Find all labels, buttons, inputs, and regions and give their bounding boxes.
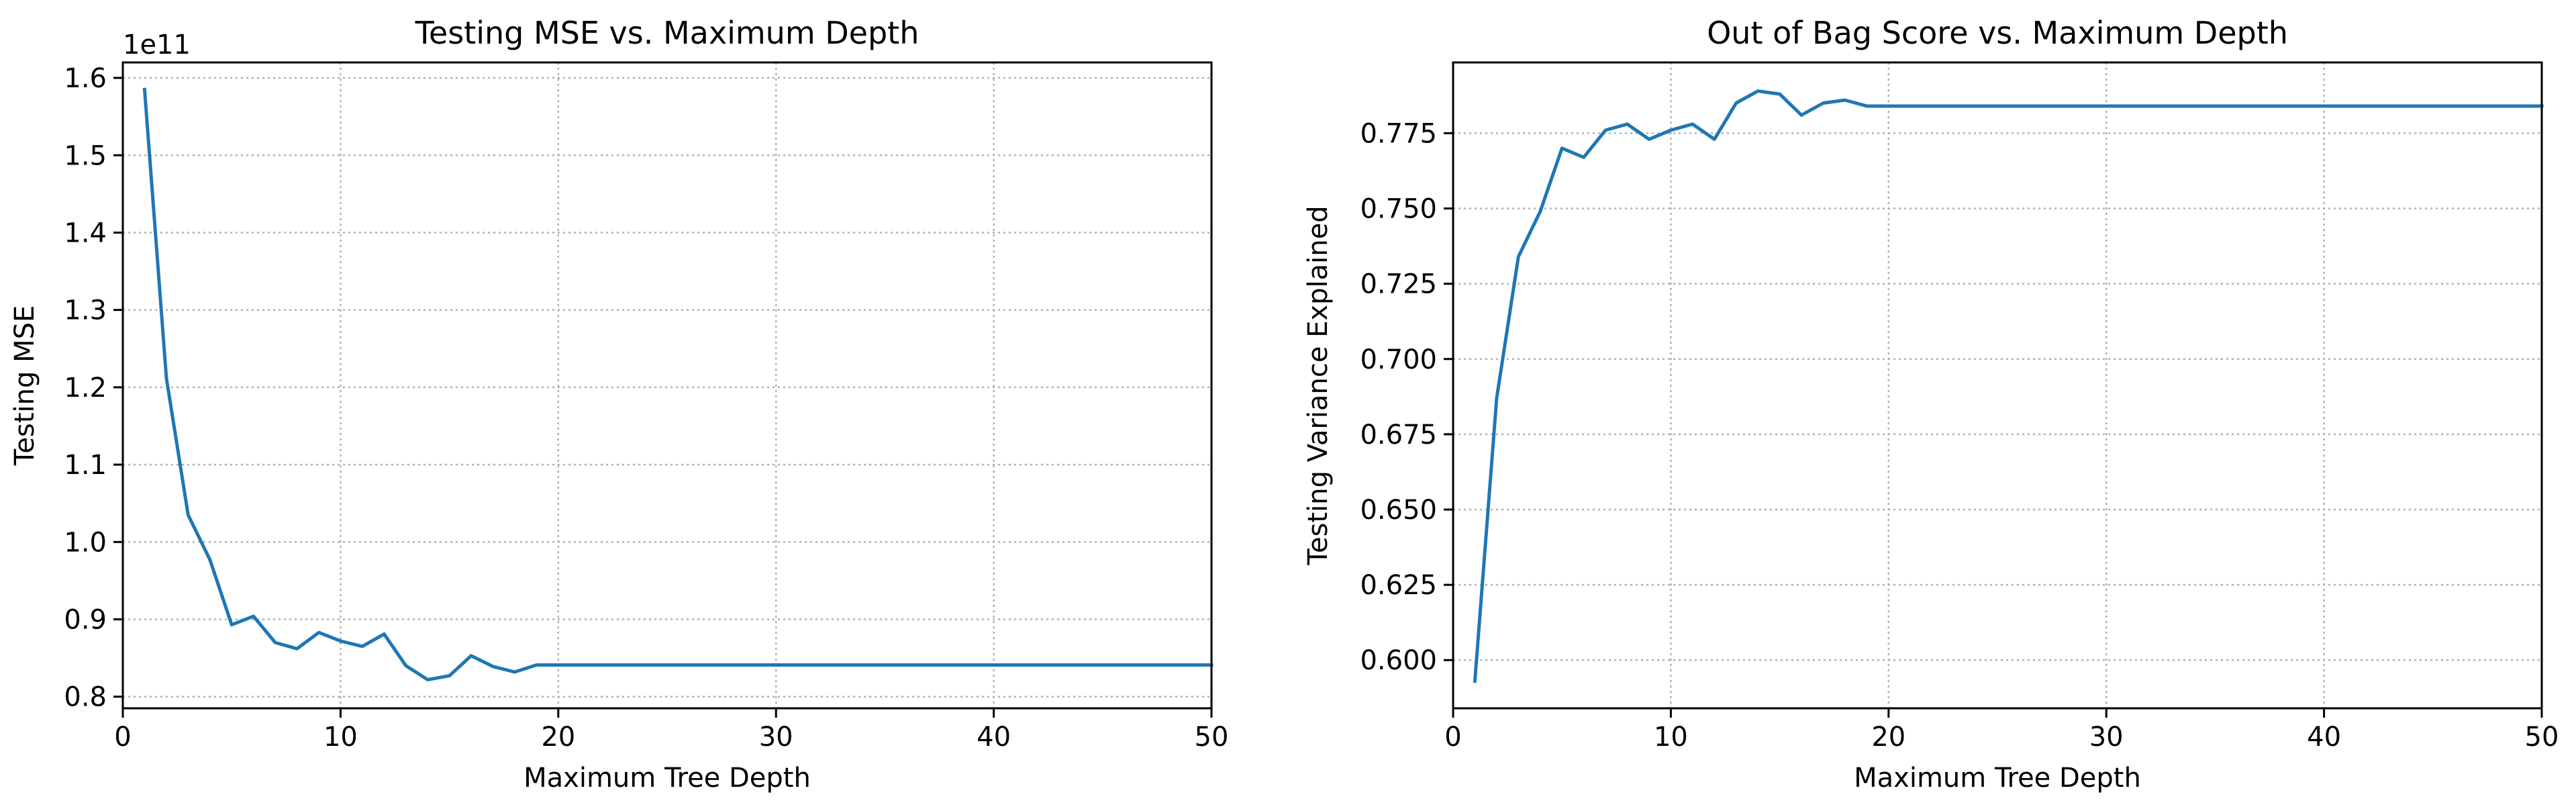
mse-y-tick-label: 0.9 (64, 605, 107, 636)
oob-grid (1453, 62, 2542, 708)
mse-x-tick-label: 10 (324, 722, 358, 753)
mse-x-tick-label: 40 (977, 722, 1011, 753)
oob-plot-frame (1452, 61, 2543, 710)
oob-y-tick-label: 0.650 (1360, 495, 1437, 526)
oob-x-tick-label: 0 (1444, 722, 1461, 753)
oob-y-tick-label: 0.725 (1360, 269, 1437, 300)
mse-y-tick-label: 1.6 (64, 63, 107, 94)
oob-y-tick-label: 0.625 (1360, 570, 1437, 601)
oob-x-axis-label: Maximum Tree Depth (1854, 763, 2141, 794)
oob-x-tick-label: 40 (2307, 722, 2341, 753)
oob-x-tick-label: 20 (1871, 722, 1905, 753)
mse-x-axis-label: Maximum Tree Depth (524, 763, 811, 794)
mse-chart-title: Testing MSE vs. Maximum Depth (415, 15, 920, 51)
oob-series (1473, 89, 2544, 683)
mse-grid (123, 62, 1211, 708)
mse-y-offset-text: 1e11 (123, 30, 191, 60)
mse-ticks: 0 10 20 30 40 50 0.8 0.9 1.0 1.1 1.2 1.3 1.4 1.5 1.6 (64, 63, 1228, 753)
oob-chart-title: Out of Bag Score vs. Maximum Depth (1707, 15, 2288, 51)
mse-x-tick-label: 20 (541, 722, 575, 753)
mse-y-tick-label: 1.2 (64, 373, 107, 403)
mse-plot-frame (121, 61, 1213, 710)
oob-y-tick-label: 0.675 (1360, 420, 1437, 450)
oob-x-tick-label: 10 (1654, 722, 1688, 753)
mse-y-tick-label: 1.3 (64, 295, 107, 326)
oob-y-tick-label: 0.750 (1360, 194, 1437, 225)
oob-y-tick-label: 0.600 (1360, 645, 1437, 676)
mse-series (142, 87, 1213, 681)
oob-chart: 0 10 20 30 40 50 0.600 0.625 0.650 0.675 0.700 0.72… (1303, 15, 2559, 794)
oob-x-tick-label: 50 (2525, 722, 2559, 753)
oob-y-tick-label: 0.775 (1360, 118, 1437, 149)
oob-series-line (1473, 89, 2544, 683)
mse-series-line (142, 87, 1213, 681)
mse-y-tick-label: 1.4 (64, 218, 107, 248)
oob-y-axis-label: Testing Variance Explained (1303, 205, 1334, 565)
mse-y-axis-label: Testing MSE (9, 305, 40, 467)
mse-x-tick-label: 30 (759, 722, 793, 753)
mse-y-tick-label: 1.5 (64, 140, 107, 171)
mse-x-tick-label: 50 (1195, 722, 1229, 753)
oob-ticks: 0 10 20 30 40 50 0.600 0.625 0.650 0.675 0.700 0.72… (1360, 118, 2559, 753)
mse-y-tick-label: 1.1 (64, 450, 107, 481)
mse-y-tick-label: 0.8 (64, 682, 107, 713)
mse-y-tick-label: 1.0 (64, 527, 107, 558)
oob-y-tick-label: 0.700 (1360, 344, 1437, 375)
oob-x-tick-label: 30 (2089, 722, 2124, 753)
mse-chart: 0 10 20 30 40 50 0.8 0.9 1.0 1.1 1.2 1.3 1.4 1.5 1.6 T… (9, 15, 1228, 794)
mse-x-tick-label: 0 (114, 722, 131, 753)
